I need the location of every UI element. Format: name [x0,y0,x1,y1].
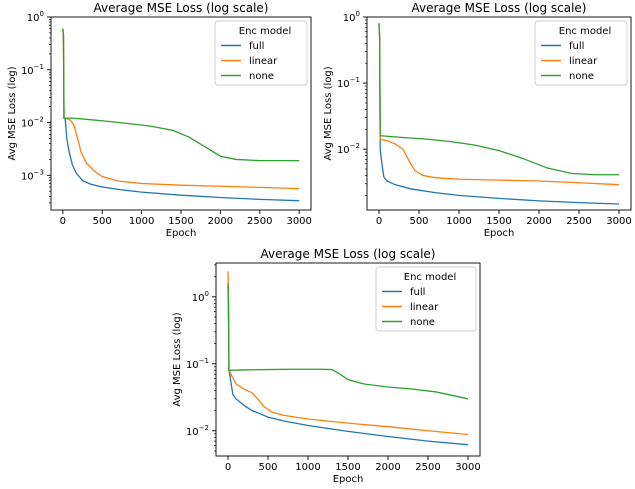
x-tick-label: 1500 [486,216,511,227]
y-tick-label: 100 [343,10,360,24]
y-axis-label: Avg MSE Loss (log) [7,66,18,160]
x-axis-label: Epoch [166,228,197,239]
y-tick-label: 10−1 [186,357,209,371]
x-tick-label: 3000 [286,216,311,227]
legend-box [214,20,308,86]
legend-label-full: full [410,287,425,298]
y-tick-label: 10−1 [21,63,44,77]
y-tick-label: 10−2 [21,116,44,130]
chart-title: Average MSE Loss (log scale) [94,1,269,15]
legend-title: Enc model [404,272,456,283]
x-tick-label: 1000 [295,462,320,473]
x-tick-label: 3000 [606,216,631,227]
series-line-none [227,283,469,400]
legend-label-full: full [249,41,264,52]
y-tick-label: 10−2 [186,424,209,438]
legend: Enc model full linear none [214,20,308,86]
series-line-full [378,23,620,205]
y-tick-label: 10−1 [337,76,360,90]
x-axis-label: Epoch [333,474,364,485]
x-tick-label: 500 [93,216,112,227]
chart-title: Average MSE Loss (log scale) [412,1,587,15]
legend-box [534,20,628,86]
legend-box [375,266,477,332]
chart-panel-2: 0 500 1000 1500 2000 2500 3000 10−2 10−1 100 Avera… [323,1,632,239]
legend: Enc model full linear none [534,20,628,86]
x-tick-label: 1500 [168,216,193,227]
x-tick-label: 2500 [247,216,272,227]
legend-label-linear: linear [249,56,278,67]
x-tick-label: 500 [409,216,428,227]
x-tick-label: 2000 [208,216,233,227]
legend-title: Enc model [239,26,291,37]
x-tick-label: 1500 [335,462,360,473]
x-tick-label: 2500 [566,216,591,227]
x-tick-label: 1000 [129,216,154,227]
legend: Enc model full linear none [375,266,477,332]
x-tick-label: 2500 [415,462,440,473]
x-axis-label: Epoch [484,228,515,239]
series-line-none [62,28,300,162]
x-tick-label: 500 [258,462,277,473]
legend-label-none: none [410,317,435,328]
series-line-linear [378,23,620,186]
y-axis-label: Avg MSE Loss (log) [323,66,334,160]
legend-title: Enc model [559,26,611,37]
chart-panel-1: 0 500 1000 1500 2000 2500 3000 10−3 10−2 10−1 100 A… [7,1,312,239]
legend-label-linear: linear [569,56,598,67]
series-line-full [227,287,469,446]
x-tick-label: 0 [225,462,231,473]
chart-title: Average MSE Loss (log scale) [261,247,436,261]
x-tick-label: 2000 [375,462,400,473]
y-axis-label: Avg MSE Loss (log) [172,312,183,406]
y-tick-label: 100 [27,10,44,24]
series-line-linear [227,271,469,436]
legend-label-none: none [249,71,274,82]
x-tick-label: 0 [376,216,382,227]
chart-panel-3: 0 500 1000 1500 2000 2500 3000 10−2 10−1 100 Avera… [172,247,481,485]
legend-label-none: none [569,71,594,82]
series-line-none [378,23,619,176]
y-tick-label: 10−3 [21,168,44,182]
x-tick-label: 0 [60,216,66,227]
x-tick-label: 2000 [526,216,551,227]
legend-label-full: full [569,41,584,52]
legend-label-linear: linear [410,302,439,313]
y-tick-label: 10−2 [337,142,360,156]
x-tick-label: 3000 [455,462,480,473]
y-tick-label: 100 [192,290,209,304]
x-tick-label: 1000 [446,216,471,227]
